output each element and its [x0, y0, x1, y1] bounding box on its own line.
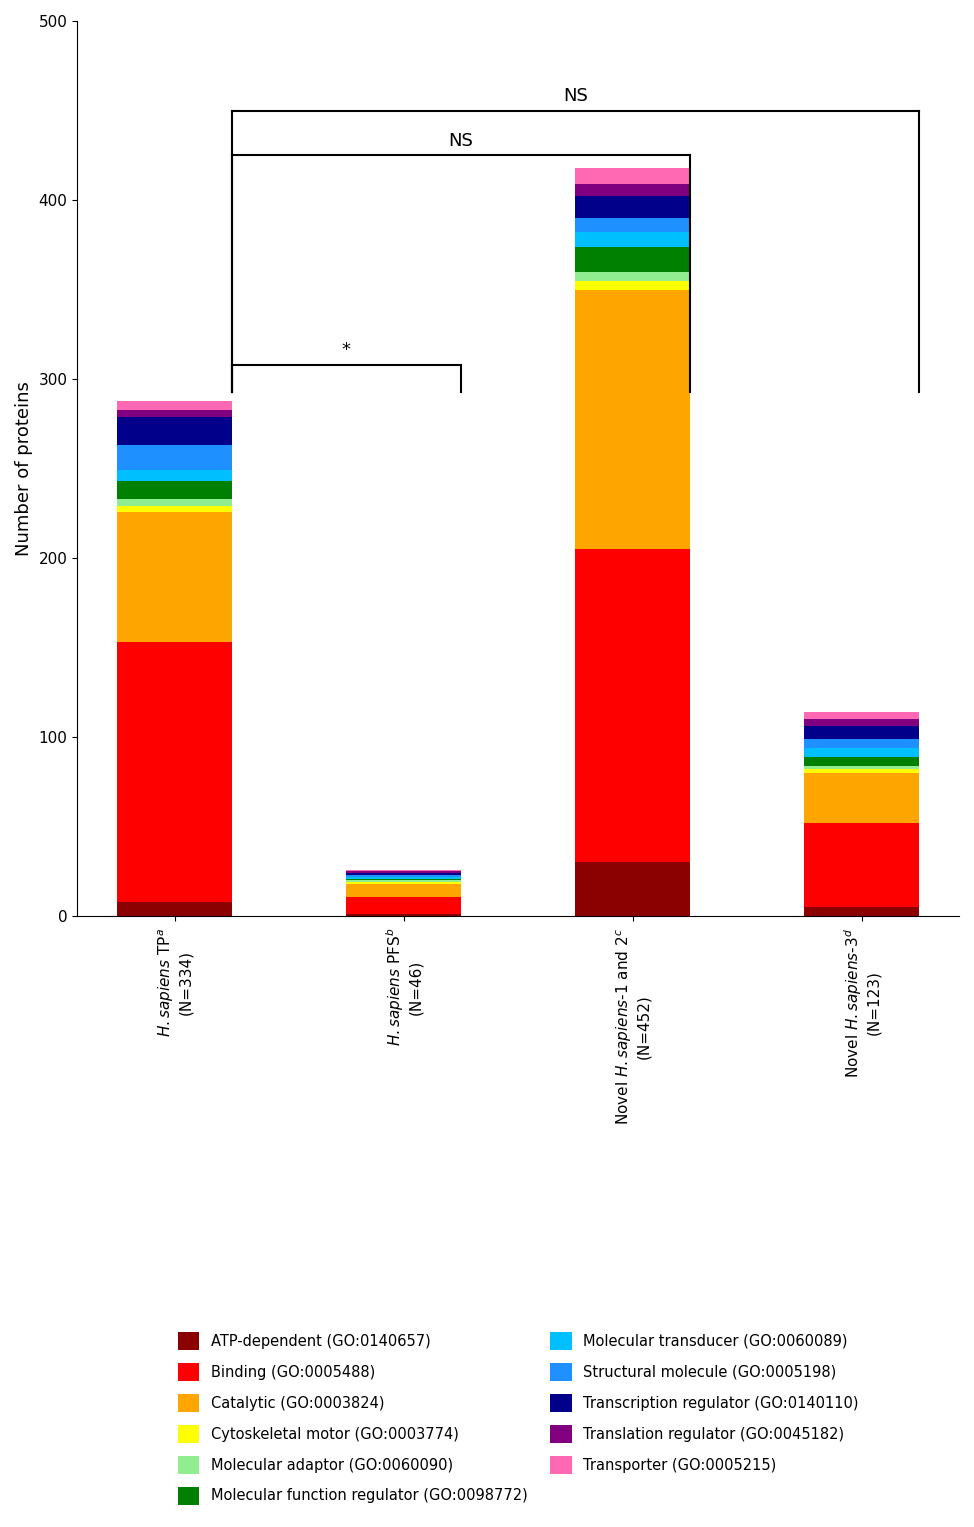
Bar [347, 881, 461, 883]
Bar [117, 409, 232, 417]
Bar [117, 902, 232, 916]
Bar [805, 823, 918, 907]
Bar [805, 739, 918, 748]
Legend: ATP-dependent (GO:0140657), Binding (GO:0005488), Catalytic (GO:0003824), Cytosk: ATP-dependent (GO:0140657), Binding (GO:… [171, 1327, 865, 1510]
Bar [805, 719, 918, 727]
Bar [576, 246, 690, 272]
Bar [347, 876, 461, 878]
Bar [347, 870, 461, 872]
Bar [576, 183, 690, 197]
Bar [347, 915, 461, 916]
Bar [805, 767, 918, 770]
Text: NS: NS [563, 87, 588, 105]
Bar [805, 727, 918, 739]
Bar [805, 748, 918, 757]
Bar [117, 505, 232, 512]
Bar [117, 512, 232, 643]
Bar [576, 232, 690, 246]
Bar [347, 878, 461, 881]
Bar [805, 757, 918, 767]
Bar [117, 643, 232, 902]
Bar [805, 773, 918, 823]
Bar [576, 290, 690, 550]
Bar [347, 883, 461, 884]
Bar [576, 281, 690, 290]
Bar [117, 400, 232, 409]
Bar [576, 218, 690, 232]
Bar [117, 481, 232, 499]
Bar [117, 499, 232, 505]
Bar [805, 770, 918, 773]
Y-axis label: Number of proteins: Number of proteins [15, 382, 33, 556]
Bar [117, 446, 232, 470]
Bar [117, 470, 232, 481]
Bar [347, 872, 461, 873]
Bar [347, 884, 461, 896]
Bar [576, 550, 690, 863]
Bar [347, 873, 461, 875]
Bar [347, 875, 461, 876]
Text: *: * [342, 342, 351, 359]
Bar [576, 863, 690, 916]
Bar [805, 712, 918, 719]
Bar [347, 896, 461, 915]
Text: NS: NS [448, 131, 473, 150]
Bar [576, 272, 690, 281]
Bar [576, 168, 690, 183]
Bar [805, 907, 918, 916]
Bar [576, 197, 690, 218]
Bar [117, 417, 232, 446]
